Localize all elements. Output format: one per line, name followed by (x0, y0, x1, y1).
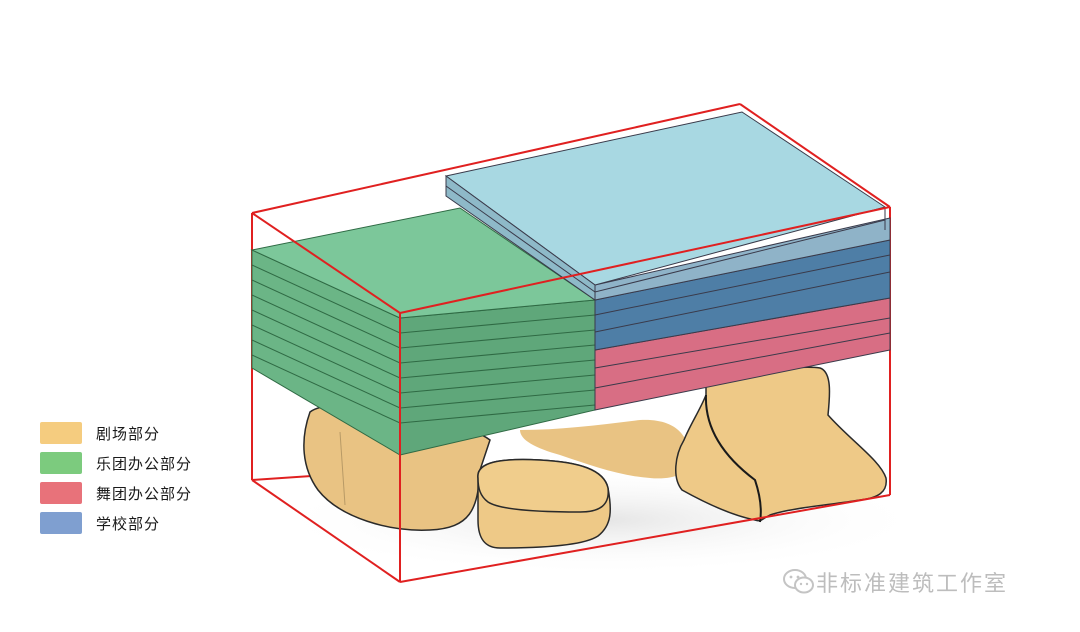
legend-swatch-dance-office (40, 482, 82, 504)
watermark-text: 非标准建筑工作室 (816, 572, 1009, 597)
right-floor-lines (594, 254, 891, 389)
legend-swatch-school (40, 512, 82, 534)
school-roof-side (445, 175, 596, 301)
legend-item-school: 学校部分 (40, 508, 192, 538)
legend-swatch-music-office (40, 452, 82, 474)
legend: 剧场部分 乐团办公部分 舞团办公部分 学校部分 (40, 418, 192, 538)
theater-right-fold (704, 394, 762, 523)
theater-middle-mass (520, 419, 690, 479)
watermark: 非标准建筑工作室 (782, 566, 1008, 598)
legend-label-theater: 剧场部分 (96, 424, 161, 443)
theater-right-mass (675, 366, 887, 522)
theater-center-top (477, 458, 609, 513)
theater-left-side (339, 431, 346, 506)
wechat-icon (783, 569, 814, 594)
legend-label-music-office: 乐团办公部分 (96, 454, 193, 473)
theater-volumes (303, 366, 887, 549)
school-roof-volume (444, 111, 887, 301)
legend-label-school: 学校部分 (96, 514, 161, 533)
legend-item-music-office: 乐团办公部分 (40, 448, 192, 478)
right-stack-volume (594, 217, 891, 411)
legend-item-dance-office: 舞团办公部分 (40, 478, 192, 508)
legend-label-dance-office: 舞团办公部分 (96, 484, 193, 503)
legend-swatch-theater (40, 422, 82, 444)
site-boundary-front (251, 206, 891, 583)
legend-item-theater: 剧场部分 (40, 418, 192, 448)
school-roof-edge-1 (445, 185, 886, 293)
